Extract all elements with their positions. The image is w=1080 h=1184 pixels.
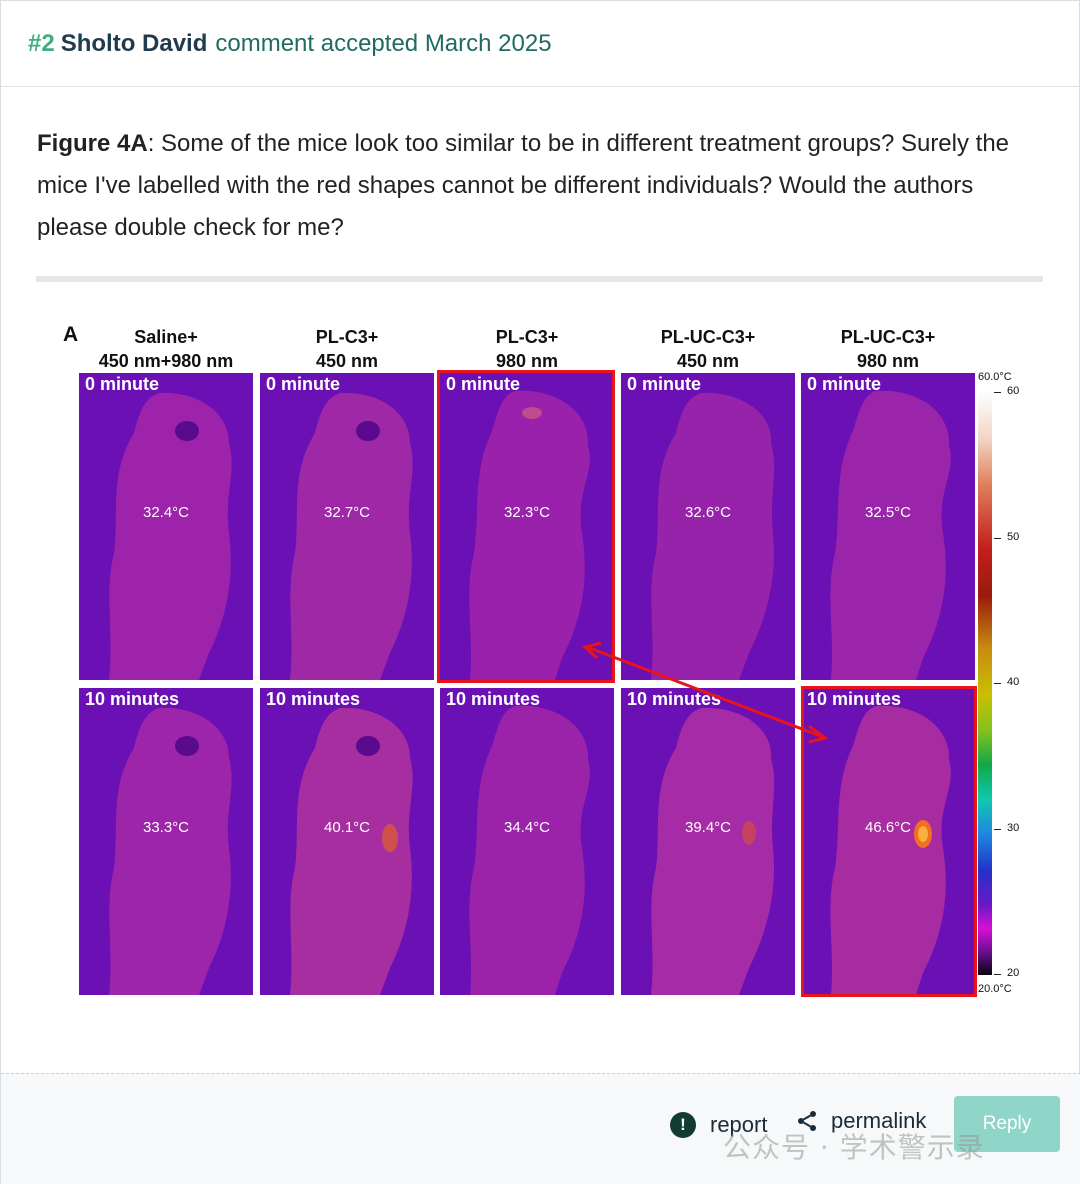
reply-button[interactable]: Reply <box>954 1096 1060 1152</box>
comment-number: #2 <box>28 29 55 57</box>
mouse-silhouette <box>651 707 775 995</box>
scale-tick-label: 20 <box>1007 967 1020 979</box>
panel-letter: A <box>63 323 79 346</box>
double-arrow <box>581 641 829 744</box>
mouse-silhouette <box>469 390 590 680</box>
watermark: 公众号 · 学术警示录 <box>723 1131 985 1164</box>
comment-author[interactable]: Sholto David <box>60 29 208 57</box>
mouse-silhouette <box>651 392 775 680</box>
alert-icon: ! <box>670 1112 696 1138</box>
scale-tick-label: 50 <box>1007 531 1020 543</box>
comment-footer: ! report permalink Reply 公众号 · 学术警示录 <box>1 1073 1080 1184</box>
comment-header: #2 Sholto David comment accepted March 2… <box>1 1 1080 87</box>
thermal-image: 0 minute 32.5°C <box>801 373 975 680</box>
permalink-link[interactable]: permalink <box>795 1108 926 1134</box>
column-header: PL-UC-C3+ 980 nm <box>840 327 936 371</box>
column-header: PL-UC-C3+ 450 nm <box>660 327 756 371</box>
mouse-silhouette <box>109 392 232 680</box>
thermal-image: 10 minutes 34.4°C <box>440 688 614 995</box>
scale-max-label: 60.0°C <box>978 371 1012 383</box>
figure-reference: Figure 4A <box>37 130 148 157</box>
thermal-image: 10 minutes 46.6°C <box>801 688 975 995</box>
scale-tick-label: 40 <box>1007 676 1020 688</box>
temperature-colorbar <box>978 391 992 975</box>
comment-status: comment accepted March 2025 <box>215 29 552 57</box>
thermal-image: 10 minutes 39.4°C <box>621 688 795 995</box>
mouse-silhouette <box>109 707 232 995</box>
column-header: PL-C3+ 450 nm <box>315 327 379 371</box>
scale-tick-label: 30 <box>1007 822 1020 834</box>
column-header: Saline+ 450 nm+980 nm <box>98 327 234 371</box>
divider <box>36 276 1043 282</box>
scale-tick-label: 60 <box>1007 385 1020 397</box>
mouse-silhouette <box>290 392 413 680</box>
thermal-image: 0 minute 32.6°C <box>621 373 795 680</box>
mouse-silhouette <box>830 390 951 680</box>
thermal-image: 0 minute 32.3°C <box>440 373 614 680</box>
share-icon <box>798 1111 816 1131</box>
mouse-silhouette <box>290 707 413 995</box>
thermal-image: 0 minute 32.4°C <box>79 373 253 680</box>
thermal-image: 10 minutes 40.1°C <box>260 688 434 995</box>
column-header: PL-C3+ 980 nm <box>495 327 559 371</box>
scale-min-label: 20.0°C <box>978 983 1012 995</box>
report-link[interactable]: ! report <box>670 1112 767 1138</box>
mouse-silhouette <box>469 705 590 995</box>
mouse-silhouette <box>830 705 951 995</box>
thermal-image: 10 minutes 33.3°C <box>79 688 253 995</box>
highlight-box <box>801 686 977 997</box>
figure-image: A Saline+ 450 nm+980 nm PL-C3+ 450 nm PL… <box>1 301 1080 1021</box>
comment-body: Figure 4A: Some of the mice look too sim… <box>37 123 1047 249</box>
thermal-image: 0 minute 32.7°C <box>260 373 434 680</box>
highlight-box <box>437 370 615 683</box>
comment-text: : Some of the mice look too similar to b… <box>37 130 1010 241</box>
